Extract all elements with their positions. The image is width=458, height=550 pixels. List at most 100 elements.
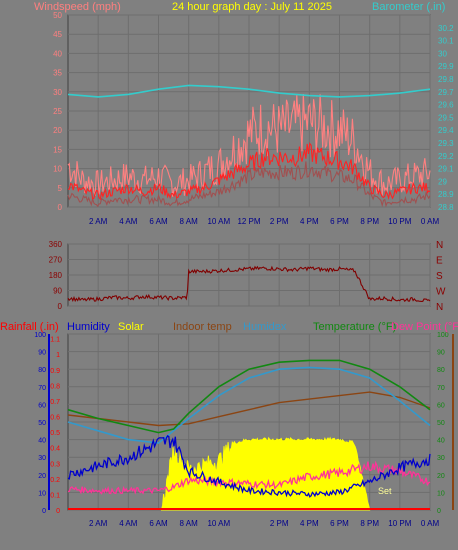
x-tick-label: 4 PM — [300, 519, 319, 528]
x-tick-label: 10 PM — [388, 217, 411, 226]
x-tick-label: 6 PM — [330, 519, 349, 528]
barometer-tick-label: 30.1 — [438, 37, 454, 46]
humidity-tick-label: 100 — [34, 332, 46, 339]
barometer-tick-label: 30 — [438, 49, 447, 58]
dew-point-series-line — [67, 460, 431, 495]
x-tick-label: 6 AM — [149, 217, 168, 226]
barometer-tick-label: 29.2 — [438, 152, 454, 161]
compass-label: N — [436, 240, 443, 251]
barometer-tick-label: 29.5 — [438, 113, 454, 122]
legend-dew-point: Dew Point (°F) — [391, 321, 458, 333]
temperature-tick-label: 50 — [437, 420, 445, 427]
x-tick-label: 2 AM — [89, 217, 108, 226]
rainfall-tick-label: 1.1 — [50, 337, 60, 344]
windspeed-tick-label: 0 — [58, 203, 63, 212]
barometer-axis-title: Barometer (.in) — [372, 1, 445, 13]
temperature-tick-label: 20 — [437, 473, 445, 480]
barometer-tick-label: 29.8 — [438, 75, 454, 84]
rainfall-tick-label: 0.3 — [50, 461, 60, 468]
windspeed-tick-label: 20 — [53, 126, 62, 135]
barometer-tick-label: 29.6 — [438, 101, 454, 110]
compass-label: S — [436, 271, 443, 282]
barometer-tick-label: 29.9 — [438, 62, 454, 71]
windspeed-tick-label: 40 — [53, 49, 62, 58]
x-tick-label: 4 AM — [119, 519, 138, 528]
legend-indoor-temp: Indoor temp — [173, 321, 232, 333]
windspeed-axis-title: Windspeed (mph) — [34, 1, 121, 13]
legend-humidex: Humidex — [243, 321, 287, 333]
humidity-tick-label: 50 — [38, 420, 46, 427]
barometer-tick-label: 28.8 — [438, 203, 454, 212]
x-tick-label: 12 PM — [237, 217, 260, 226]
temperature-series-line — [67, 359, 431, 434]
x-tick-label: 2 AM — [89, 519, 108, 528]
windspeed-tick-label: 15 — [53, 145, 62, 154]
humidity-tick-label: 60 — [38, 402, 46, 409]
humidity-tick-label: 0 — [42, 508, 46, 515]
temperature-tick-label: 40 — [437, 438, 445, 445]
rainfall-tick-label: 0.1 — [50, 492, 60, 499]
solar-area — [160, 436, 371, 511]
humidity-tick-label: 40 — [38, 438, 46, 445]
humidity-tick-label: 20 — [38, 473, 46, 480]
temperature-tick-label: 70 — [437, 385, 445, 392]
temperature-tick-label: 100 — [437, 332, 449, 339]
rainfall-tick-label: 0.2 — [50, 477, 60, 484]
rainfall-tick-label: 1 — [56, 352, 60, 359]
x-tick-label: 2 PM — [270, 217, 289, 226]
rainfall-tick-label: 0.4 — [50, 446, 60, 453]
direction-tick-label: 360 — [49, 240, 63, 249]
rainfall-tick-label: 0 — [56, 508, 60, 515]
series-lines — [67, 84, 431, 511]
x-tick-label: 8 AM — [180, 217, 199, 226]
x-tick-label: 6 AM — [149, 519, 168, 528]
humidity-axis-bar — [48, 334, 50, 510]
x-tick-label: 0 AM — [421, 519, 440, 528]
humidity-tick-label: 70 — [38, 385, 46, 392]
rainfall-tick-label: 0.7 — [50, 399, 60, 406]
windspeed-tick-label: 30 — [53, 88, 62, 97]
x-tick-label: 10 AM — [207, 217, 230, 226]
windspeed-tick-label: 25 — [53, 107, 62, 116]
humidity-tick-label: 90 — [38, 350, 46, 357]
avg-wind-series-line — [67, 142, 431, 201]
temperature-tick-label: 90 — [437, 350, 445, 357]
compass-label: N — [436, 302, 443, 313]
x-tick-label: 8 PM — [360, 217, 379, 226]
humidex-series-line — [67, 366, 431, 444]
tick-labels: 0510152025303540455028.828.92929.129.229… — [34, 11, 454, 528]
barometer-series-line — [67, 84, 431, 98]
temperature-tick-label: 0 — [437, 508, 441, 515]
x-tick-label: 2 PM — [270, 519, 289, 528]
legend-temperature: Temperature (°F) — [313, 321, 396, 333]
temp-axis-bar — [452, 334, 454, 510]
windspeed-tick-label: 50 — [53, 11, 62, 20]
direction-tick-label: 90 — [53, 287, 62, 296]
sunset-label: Set — [378, 486, 392, 496]
x-tick-label: 4 AM — [119, 217, 138, 226]
x-tick-label: 8 PM — [360, 519, 379, 528]
temperature-tick-label: 60 — [437, 402, 445, 409]
gust-series-line — [67, 93, 431, 197]
humidity-tick-label: 30 — [38, 455, 46, 462]
windspeed-tick-label: 10 — [53, 165, 62, 174]
barometer-tick-label: 28.9 — [438, 190, 454, 199]
direction-tick-label: 0 — [58, 302, 63, 311]
temperature-tick-label: 10 — [437, 490, 445, 497]
indoor-temp-series-line — [67, 391, 431, 427]
chart-title: 24 hour graph day : July 11 2025 — [172, 1, 332, 13]
rainfall-tick-label: 0.6 — [50, 415, 60, 422]
legend-solar: Solar — [118, 321, 144, 333]
barometer-tick-label: 29 — [438, 177, 447, 186]
rainfall-tick-label: 0.9 — [50, 368, 60, 375]
humidity-tick-label: 10 — [38, 490, 46, 497]
barometer-tick-label: 29.1 — [438, 165, 454, 174]
x-tick-label: 4 PM — [300, 217, 319, 226]
barometer-tick-label: 29.4 — [438, 126, 454, 135]
x-tick-label: 0 AM — [421, 217, 440, 226]
barometer-tick-label: 29.7 — [438, 88, 454, 97]
legend-rainfall: Rainfall (.in) — [0, 321, 59, 333]
barometer-tick-label: 30.2 — [438, 24, 454, 33]
x-tick-label: 6 PM — [330, 217, 349, 226]
